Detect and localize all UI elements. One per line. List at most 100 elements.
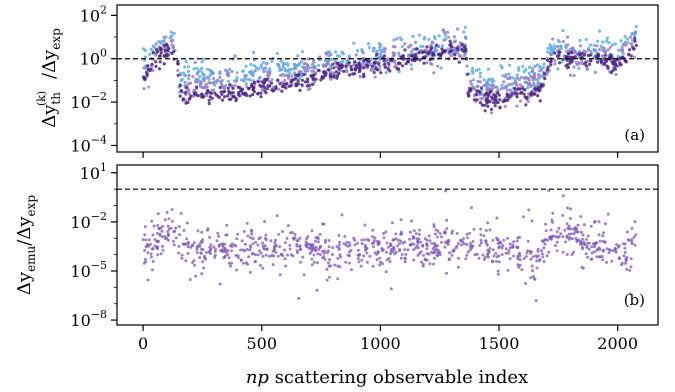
scatter-point: [261, 254, 265, 258]
scatter-point: [176, 59, 180, 63]
scatter-point: [608, 45, 612, 49]
scatter-point: [250, 229, 254, 233]
scatter-point: [540, 249, 544, 253]
scatter-point: [332, 66, 336, 70]
scatter-point: [410, 49, 414, 54]
scatter-point: [208, 74, 212, 78]
scatter-point: [174, 236, 178, 240]
scatter-point: [316, 261, 319, 265]
scatter-point: [595, 255, 599, 259]
scatter-point: [623, 40, 628, 45]
scatter-point: [321, 63, 325, 67]
scatter-point: [362, 254, 366, 258]
scatter-point: [277, 87, 281, 91]
scatter-point: [307, 246, 311, 250]
scatter-point: [301, 255, 305, 259]
scatter-point: [362, 74, 366, 78]
scatter-point: [373, 236, 377, 240]
scatter-point: [595, 60, 600, 64]
scatter-point: [442, 38, 446, 42]
scatter-point: [327, 245, 331, 249]
scatter-point: [389, 287, 393, 291]
scatter-point: [582, 223, 586, 227]
scatter-point: [332, 74, 336, 78]
scatter-point: [365, 251, 369, 255]
scatter-point: [526, 77, 530, 81]
scatter-point: [143, 257, 147, 261]
scatter-point: [256, 253, 260, 257]
scatter-point: [537, 86, 541, 90]
scatter-point: [557, 40, 562, 44]
scatter-point: [437, 34, 441, 38]
scatter-point: [397, 51, 401, 55]
scatter-point: [296, 73, 300, 78]
scatter-point: [281, 254, 285, 258]
scatter-point: [532, 72, 537, 77]
scatter-point: [505, 88, 509, 92]
scatter-point: [433, 232, 437, 236]
scatter-point: [475, 89, 479, 93]
scatter-point: [205, 76, 209, 80]
scatter-point: [517, 66, 521, 70]
scatter-point: [171, 239, 175, 243]
scatter-point: [220, 98, 225, 102]
scatter-point: [511, 76, 515, 80]
scatter-point: [172, 230, 176, 234]
scatter-point: [396, 67, 400, 71]
scatter-point: [608, 248, 612, 252]
scatter-point: [384, 230, 388, 234]
scatter-point: [277, 232, 281, 236]
scatter-point: [490, 111, 494, 115]
scatter-point: [238, 85, 242, 90]
scatter-point: [603, 240, 607, 244]
scatter-point: [416, 239, 420, 243]
scatter-point: [411, 237, 415, 240]
scatter-point: [268, 67, 272, 71]
scatter-point: [331, 62, 335, 66]
scatter-point: [234, 253, 238, 257]
scatter-point: [553, 244, 557, 248]
y-tick-label: 10−4: [70, 133, 107, 155]
scatter-point: [532, 92, 536, 96]
scatter-point: [425, 242, 429, 246]
scatter-point: [363, 238, 367, 242]
scatter-point: [552, 234, 556, 238]
scatter-point: [184, 60, 188, 64]
scatter-point: [479, 233, 483, 237]
scatter-point: [327, 68, 331, 72]
scatter-point: [143, 249, 147, 252]
scatter-point: [466, 236, 469, 240]
scatter-point: [503, 99, 507, 103]
scatter-point: [450, 231, 454, 235]
scatter-point: [537, 76, 542, 80]
scatter-point: [585, 246, 589, 249]
scatter-point: [587, 247, 591, 251]
scatter-point: [168, 36, 172, 40]
scatter-point: [185, 221, 189, 225]
scatter-point: [387, 60, 391, 64]
scatter-point: [491, 238, 495, 242]
scatter-point: [469, 88, 473, 92]
scatter-point: [380, 48, 384, 52]
scatter-point: [600, 255, 604, 258]
scatter-point: [179, 89, 183, 93]
scatter-point: [360, 62, 364, 66]
scatter-point: [340, 213, 344, 217]
scatter-point: [572, 227, 576, 231]
scatter-point: [275, 52, 279, 56]
scatter-point: [423, 55, 427, 59]
panel-a-tag: (a): [624, 126, 645, 144]
scatter-point: [206, 89, 210, 93]
scatter-point: [549, 228, 553, 232]
scatter-point: [627, 52, 631, 56]
scatter-point: [411, 34, 415, 39]
scatter-point: [480, 103, 484, 107]
scatter-point: [200, 230, 204, 234]
scatter-point: [142, 261, 146, 265]
scatter-point: [315, 288, 319, 292]
scatter-point: [527, 208, 531, 212]
scatter-point: [353, 68, 358, 72]
scatter-point: [412, 248, 416, 252]
panel-b-tag: (b): [624, 291, 645, 309]
scatter-point: [337, 243, 341, 247]
